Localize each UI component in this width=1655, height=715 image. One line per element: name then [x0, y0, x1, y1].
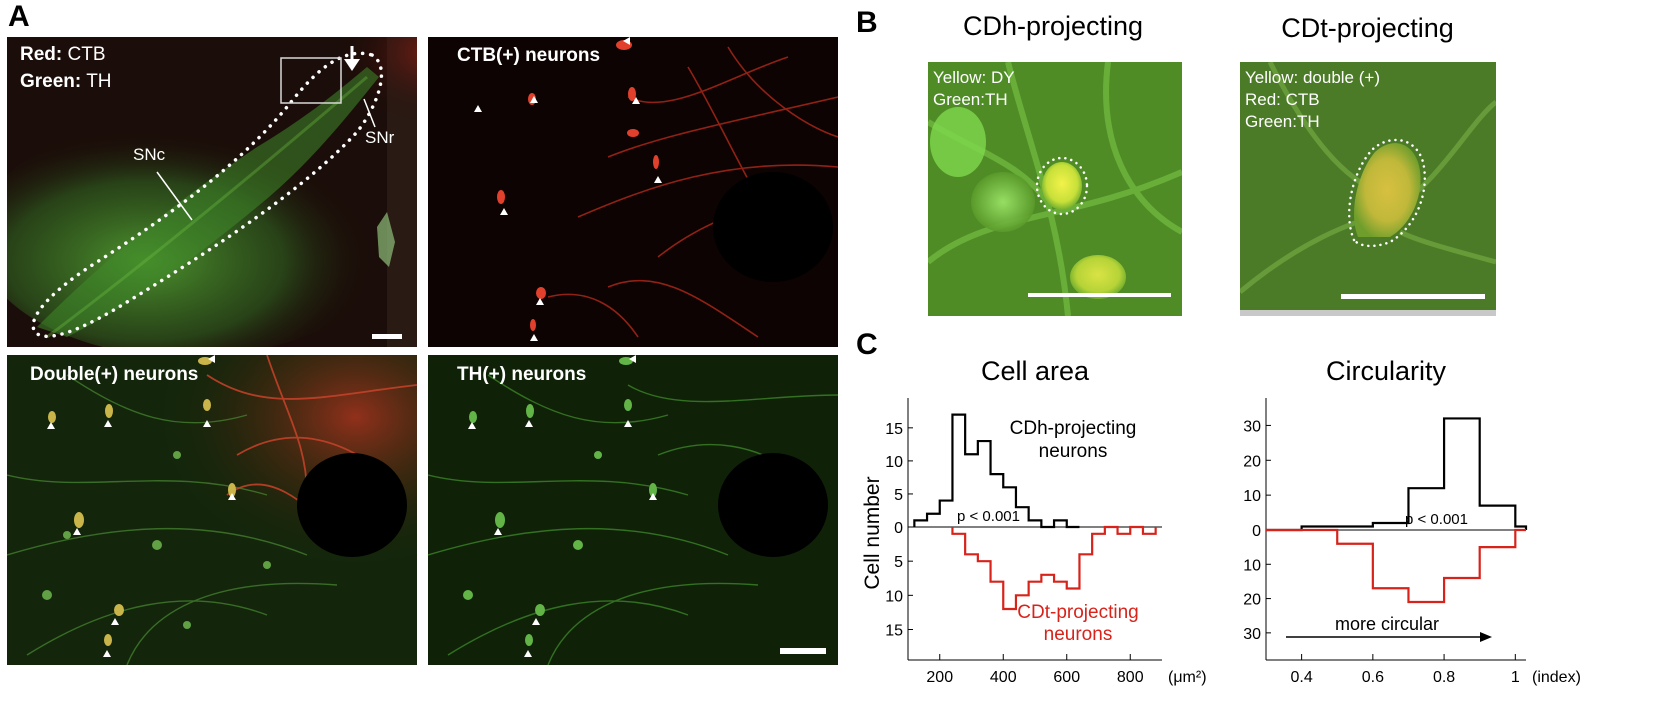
circularity-ytick-label-up-20: 20 — [1243, 453, 1261, 470]
circularity-ytick-label-up-30: 30 — [1243, 418, 1261, 435]
overview-micrograph-art — [7, 37, 417, 347]
circularity-xtick-label-0.8: 0.8 — [1433, 669, 1455, 686]
panel-letter-b: B — [856, 6, 878, 39]
cdh-cell-art — [928, 62, 1182, 316]
double-micrograph-art — [7, 355, 417, 665]
more-circular-arrow-head — [1480, 632, 1492, 642]
snr-label: SNr — [365, 128, 395, 147]
cell-area-title: Cell area — [981, 356, 1090, 386]
circularity-ytick-label-up-0: 0 — [1252, 523, 1261, 540]
cdh-series-label-1: CDh-projecting — [1010, 418, 1137, 439]
cdt-series-label-2: neurons — [1044, 624, 1113, 645]
cell-area-ytick-label-up-10: 10 — [885, 454, 903, 471]
cell-area-ytick-label-up-5: 5 — [894, 487, 903, 504]
th-micrograph-art — [428, 355, 838, 665]
circularity-ytick-label-down-20: 20 — [1243, 592, 1261, 609]
cell-area-xtick-label-600: 600 — [1053, 669, 1080, 686]
cell-area-xtick-label-200: 200 — [926, 669, 953, 686]
circularity-xtick-label-0.4: 0.4 — [1290, 669, 1312, 686]
green-legend: Green: TH — [20, 71, 112, 92]
cdt-series-label-1: CDt-projecting — [1017, 602, 1138, 623]
double-micrograph: Double(+) neurons — [7, 355, 417, 665]
cell-area-p-value: p < 0.001 — [957, 508, 1020, 525]
ctb-title: CTB(+) neurons — [457, 45, 601, 66]
th-micrograph: TH(+) neurons — [428, 355, 838, 665]
panel-letter-a: A — [8, 0, 30, 33]
cell-area-xtick-label-400: 400 — [990, 669, 1017, 686]
more-circular-label: more circular — [1335, 614, 1439, 634]
panel-letter-c: C — [856, 328, 878, 361]
cell-area-xtick-label-800: 800 — [1117, 669, 1144, 686]
cdh-title: CDh-projecting — [962, 11, 1144, 41]
cdh-series-label-2: neurons — [1039, 441, 1108, 462]
cdt-cell-image: Yellow: double (+) Red: CTB Green:TH — [1240, 62, 1496, 316]
circularity-chart: Circularity 0 10 20 30 10 20 30 0.4 0.6 0.8 1 (index… — [1243, 356, 1581, 686]
cdt-legend-line-1: Yellow: double (+) — [1245, 68, 1380, 87]
cell-area-chart: Cell area 0 5 10 15 5 10 15 200 400 600 800 (μm²) p <… — [861, 356, 1207, 686]
cdh-legend-line-1: Yellow: DY — [933, 68, 1015, 87]
circularity-series-down — [1266, 528, 1526, 604]
cell-area-ytick-label-up-0: 0 — [894, 520, 903, 537]
ctb-micrograph: CTB(+) neurons — [428, 37, 838, 347]
circularity-xtick-label-1: 1 — [1511, 669, 1520, 686]
cell-area-x-unit: (μm²) — [1168, 669, 1207, 686]
cdh-cell-image: Yellow: DY Green:TH — [928, 62, 1182, 316]
cdh-legend-line-2: Green:TH — [933, 90, 1008, 109]
circularity-ytick-label-down-10: 10 — [1243, 557, 1261, 574]
cdt-legend-line-3: Green:TH — [1245, 112, 1320, 131]
circularity-p-value: p < 0.001 — [1405, 511, 1468, 528]
cell-area-ylabel: Cell number — [861, 476, 884, 589]
circularity-x-unit: (index) — [1532, 669, 1581, 686]
cell-area-ytick-label-up-15: 15 — [885, 421, 903, 438]
ctb-micrograph-art — [428, 37, 838, 347]
red-legend: Red: CTB — [20, 44, 106, 65]
cell-area-ytick-label-down-15: 15 — [885, 623, 903, 640]
snc-label: SNc — [133, 145, 166, 164]
th-title: TH(+) neurons — [457, 364, 587, 385]
cdt-legend-line-2: Red: CTB — [1245, 90, 1320, 109]
cdt-cell-art — [1240, 62, 1496, 316]
cell-area-series-up — [913, 413, 1080, 529]
circularity-title: Circularity — [1326, 356, 1447, 386]
cell-area-ytick-label-down-10: 10 — [885, 588, 903, 605]
circularity-ytick-label-up-10: 10 — [1243, 488, 1261, 505]
cdt-title: CDt-projecting — [1281, 13, 1454, 43]
double-title: Double(+) neurons — [30, 364, 199, 385]
circularity-xtick-label-0.6: 0.6 — [1362, 669, 1384, 686]
circularity-ytick-label-down-30: 30 — [1243, 626, 1261, 643]
cell-area-ytick-label-down-5: 5 — [894, 554, 903, 571]
cell-area-series-down — [951, 525, 1157, 611]
overview-micrograph: Red: CTB Green: TH SNc SNr — [7, 37, 417, 347]
circularity-series-up — [1266, 417, 1528, 532]
